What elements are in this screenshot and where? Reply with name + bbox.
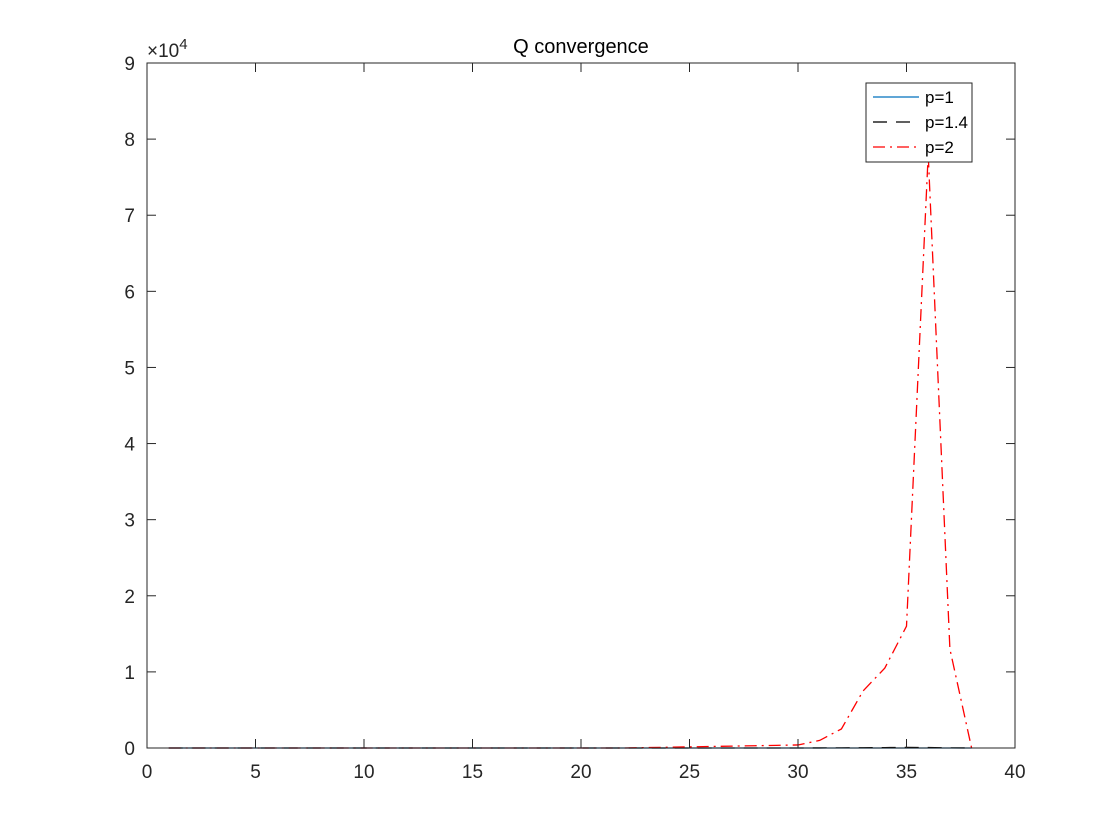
plot-area [147,63,1015,748]
x-tick-label: 20 [570,762,591,783]
x-tick-label: 10 [353,762,374,783]
x-tick-label: 15 [462,762,483,783]
y-tick-label: 7 [124,206,135,227]
chart-title: Q convergence [513,36,649,58]
x-tick-label: 35 [896,762,917,783]
y-tick-label: 2 [124,587,135,608]
x-tick-label: 40 [1004,762,1025,783]
x-tick-label: 25 [679,762,700,783]
y-tick-label: 3 [124,511,135,532]
y-exponent-base: ×10 [147,41,179,62]
legend-label-3: p=2 [925,138,954,157]
legend: p=1 p=1.4 p=2 [865,82,973,163]
y-tick-label: 4 [124,435,135,456]
ticks-layer: 0 5 10 15 20 25 30 35 40 0 1 2 3 4 5 6 7 8 9 [124,54,1025,783]
legend-label-2: p=1.4 [925,113,968,132]
x-tick-label: 5 [250,762,261,783]
y-tick-label: 0 [124,739,135,760]
x-tick-label: 30 [787,762,808,783]
y-tick-label: 1 [124,663,135,684]
y-tick-label: 9 [124,54,135,75]
y-exponent-label: ×104 [147,36,188,62]
y-tick-label: 6 [124,282,135,303]
y-tick-label: 5 [124,358,135,379]
y-tick-label: 8 [124,130,135,151]
y-exponent-power: 4 [179,36,187,53]
legend-label-1: p=1 [925,88,954,107]
x-tick-label: 0 [142,762,153,783]
